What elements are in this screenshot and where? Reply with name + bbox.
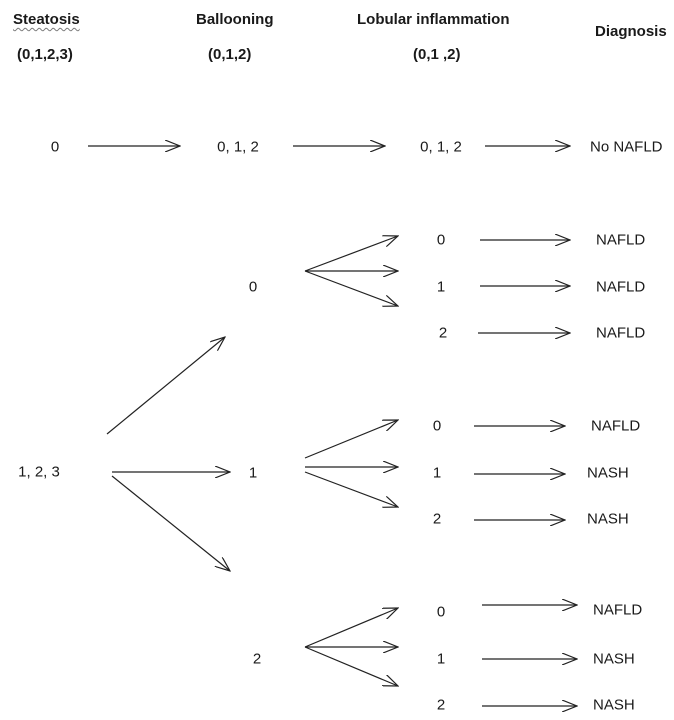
header-lobular-inflammation: Lobular inflammation [357,11,510,28]
b1-l0-diagnosis: NAFLD [591,417,641,435]
b1-lobular-0: 0 [432,417,442,435]
steatosis-positive-node: 1, 2, 3 [18,463,60,481]
arrow-b1-to-l2 [304,471,398,507]
row0-lobular: 0, 1, 2 [420,138,462,156]
ballooning-2-node: 2 [252,650,262,668]
b2-lobular-1: 1 [436,650,446,668]
b1-lobular-1: 1 [432,464,442,482]
row0-diagnosis: No NAFLD [590,138,663,156]
b0-lobular-1: 1 [436,278,446,296]
b0-lobular-0: 0 [436,231,446,249]
b0-l0-diagnosis: NAFLD [596,231,646,249]
header-diagnosis: Diagnosis [595,23,667,40]
b1-l1-diagnosis: NASH [587,464,629,482]
arrow-b2-to-l0 [304,608,398,648]
b0-l2-diagnosis: NAFLD [596,324,646,342]
b1-l2-diagnosis: NASH [587,510,629,528]
header-ballooning: Ballooning [196,11,274,28]
header-lobular-range: (0,1 ,2) [413,46,461,63]
b2-l2-diagnosis: NASH [593,696,635,714]
arrow-b2-to-l2 [304,646,398,686]
b2-lobular-0: 0 [436,603,446,621]
ballooning-0-node: 0 [248,278,258,296]
b2-l0-diagnosis: NAFLD [593,601,643,619]
b0-lobular-2: 2 [438,324,448,342]
b1-lobular-2: 2 [432,510,442,528]
header-steatosis: Steatosis [13,11,80,28]
arrow-b0-to-l0 [304,236,398,272]
b2-l1-diagnosis: NASH [593,650,635,668]
arrow-b1-to-l0 [304,420,398,459]
ballooning-1-node: 1 [248,464,258,482]
arrow-s-to-b2 [111,475,230,571]
header-steatosis-range: (0,1,2,3) [17,46,73,63]
arrow-b0-to-l2 [304,270,398,306]
row0-ballooning: 0, 1, 2 [217,138,259,156]
b2-lobular-2: 2 [436,696,446,714]
b0-l1-diagnosis: NAFLD [596,278,646,296]
header-ballooning-range: (0,1,2) [208,46,252,63]
row0-steatosis: 0 [50,138,60,156]
arrow-s-to-b0 [106,337,225,435]
